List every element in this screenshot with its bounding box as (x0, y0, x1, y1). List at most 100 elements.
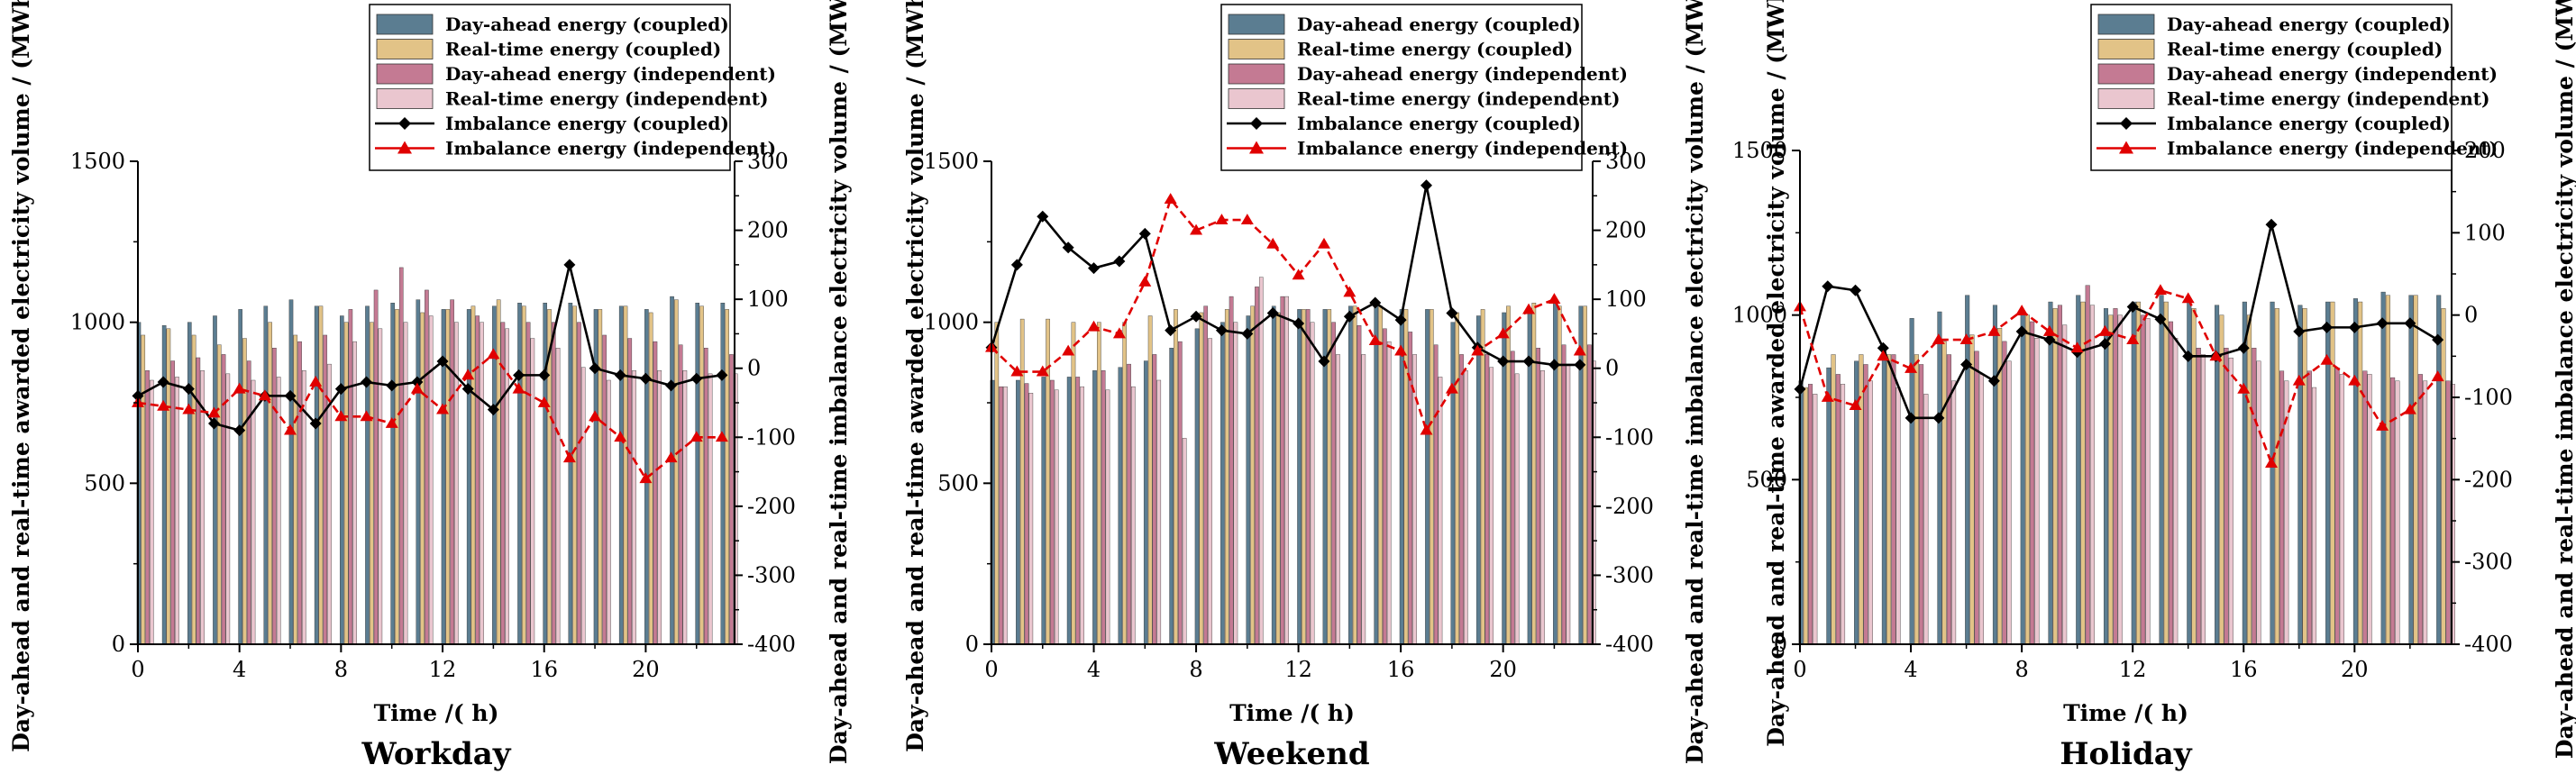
bar (2108, 314, 2114, 645)
bar (725, 309, 729, 645)
bar (187, 322, 192, 645)
bar (1484, 354, 1490, 645)
diamond-marker (411, 376, 424, 388)
bar (1891, 354, 1896, 645)
bar (1803, 387, 1808, 645)
legend: Day-ahead energy (coupled) Real-time ener… (2090, 4, 2498, 171)
triangle-marker (1317, 237, 1330, 249)
bar (1403, 309, 1409, 645)
bar (670, 296, 674, 645)
bar (1280, 296, 1285, 645)
triangle-marker (1343, 286, 1357, 297)
bar (1177, 341, 1183, 645)
bar (475, 315, 480, 645)
diamond-marker (2404, 317, 2416, 330)
legend-label: Imbalance energy (independent) (1297, 138, 1628, 159)
bar (1992, 305, 1997, 645)
triangle-marker (512, 382, 525, 394)
x-tick-label: 4 (1904, 657, 1917, 682)
triangle-marker (690, 431, 703, 442)
x-tick-label: 8 (1189, 657, 1202, 682)
bar (1097, 322, 1101, 645)
legend-label: Day-ahead energy (independent) (2167, 63, 2498, 85)
triangle-marker (461, 369, 475, 380)
diamond-marker (361, 376, 373, 388)
bar (627, 338, 633, 645)
y2-tick-label: 0 (1605, 356, 1619, 381)
bar (2339, 374, 2344, 645)
x-tick-label: 20 (2341, 657, 2369, 682)
legend-label: Real-time energy (coupled) (445, 39, 721, 60)
triangle-marker (1190, 223, 1203, 235)
bar (543, 303, 547, 645)
triangle-marker (1062, 344, 1075, 356)
triangle-marker (2153, 284, 2167, 296)
bar (653, 341, 658, 645)
bar-series-3 (1808, 285, 2451, 645)
bar (373, 289, 379, 645)
legend-label: Day-ahead energy (independent) (445, 63, 776, 85)
diamond-marker (1062, 241, 1074, 254)
bar (161, 325, 167, 645)
x-axis-label: Time /( h) (2063, 700, 2188, 726)
bar (2413, 295, 2418, 645)
bar (525, 322, 531, 645)
bar (2445, 380, 2451, 645)
y2-tick-label: -400 (2464, 632, 2513, 657)
bar (1553, 303, 1557, 645)
diamond-marker (1113, 255, 1126, 268)
bar (2352, 298, 2358, 645)
bar (555, 348, 561, 645)
triangle-marker (436, 403, 450, 414)
diamond-marker (513, 369, 525, 381)
bar (704, 348, 708, 645)
bar (1310, 322, 1315, 645)
legend-swatch (2097, 39, 2155, 59)
bar (2048, 301, 2053, 645)
triangle-marker (1573, 344, 1586, 356)
diamond-marker (1343, 310, 1356, 323)
diamond-marker (2182, 350, 2195, 362)
legend-label: Real-time energy (independent) (2167, 88, 2490, 110)
diamond-marker (1266, 306, 1279, 319)
diamond-marker (1850, 284, 1862, 296)
bar (1978, 374, 1984, 645)
legend-swatch (2097, 14, 2155, 35)
legend-swatch (376, 88, 434, 109)
bar (1024, 383, 1029, 645)
bar (678, 344, 683, 645)
bar (1250, 305, 1255, 645)
y-tick-label: 0 (965, 632, 979, 657)
bar (2330, 301, 2335, 645)
diamond-marker (1165, 324, 1177, 337)
bar (2006, 360, 2012, 645)
bar (2117, 314, 2123, 645)
legend: Day-ahead energy (coupled) Real-time ener… (1220, 4, 1628, 171)
diamond-marker (2348, 321, 2361, 333)
triangle-marker (182, 403, 196, 414)
bar (2052, 308, 2058, 645)
triangle-marker (537, 396, 551, 407)
bar (365, 305, 370, 645)
bar (2131, 301, 2136, 645)
bar (530, 338, 535, 645)
y2-tick-label: -400 (747, 632, 796, 657)
triangle-marker (2403, 403, 2416, 414)
triangle-marker (1368, 334, 1382, 345)
triangle-marker (2209, 350, 2223, 361)
bar (263, 305, 269, 645)
diamond-marker (1497, 355, 1510, 368)
bar (1071, 322, 1076, 645)
y2-axis-label: Day-ahead and real-time imbalance electr… (2552, 0, 2576, 759)
bar (403, 322, 408, 645)
bar (1383, 328, 1387, 645)
legend-swatch (2097, 63, 2155, 85)
legend-label: Imbalance energy (coupled) (2167, 113, 2451, 134)
bar-series-3 (145, 267, 734, 645)
bar (2057, 305, 2062, 645)
diamond-marker (1037, 210, 1049, 223)
legend-diamond-marker (2120, 117, 2133, 130)
bar (1923, 394, 1929, 645)
diamond-marker (1905, 412, 1917, 424)
